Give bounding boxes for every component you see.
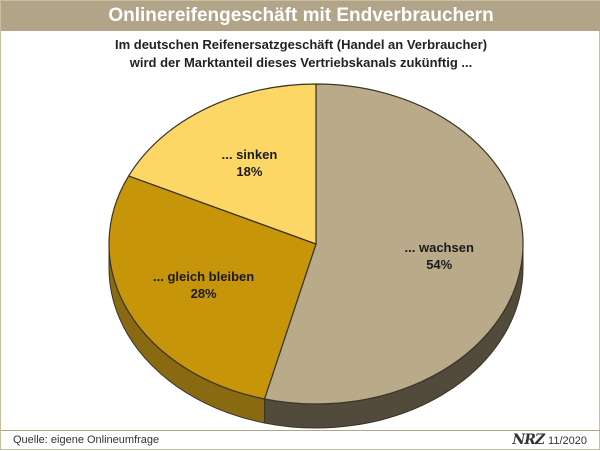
subtitle-line-2: wird der Marktanteil dieses Vertriebskan… [129, 55, 473, 70]
chart-title: Onlinereifengeschäft mit Endverbrauchern [108, 5, 494, 26]
slice-value-1: 28% [191, 286, 217, 301]
slice-label-0: ... wachsen [405, 240, 474, 255]
slice-value-2: 18% [236, 164, 262, 179]
pie-slice-0 [263, 83, 524, 405]
nrz-logo: NRZ [512, 432, 545, 448]
slice-label-1: ... gleich bleiben [153, 269, 254, 284]
subtitle-line-1: Im deutschen Reifenersatzgeschäft (Hande… [114, 37, 488, 52]
publication-date: 11/2020 [548, 435, 587, 447]
footer-divider [1, 430, 600, 431]
pie-slice-1 [108, 175, 317, 400]
pie-slice-2 [128, 83, 317, 245]
source-note: Quelle: eigene Onlineumfrage [13, 434, 160, 446]
brand: NRZ 11/2020 [512, 432, 587, 448]
title-bar: Onlinereifengeschäft mit Endverbrauchern [1, 1, 600, 31]
slice-label-2: ... sinken [222, 147, 278, 162]
slice-value-0: 54% [426, 257, 452, 272]
chart-subtitle: Im deutschen Reifenersatzgeschäft (Hande… [1, 36, 600, 72]
